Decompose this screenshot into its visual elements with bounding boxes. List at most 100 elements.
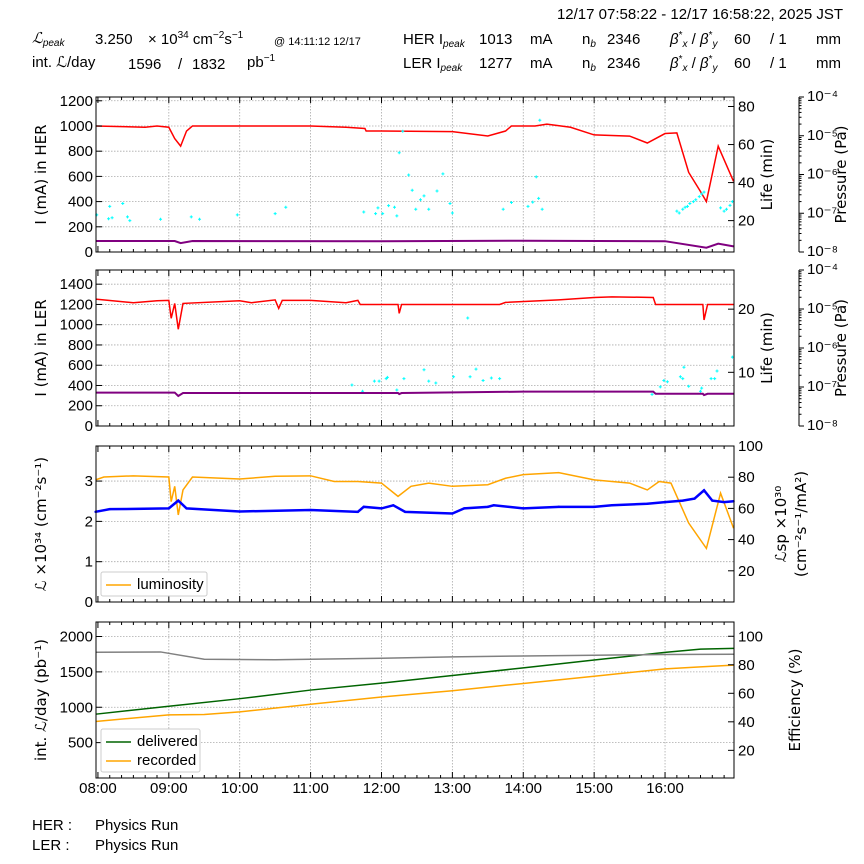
pressure-tick-label: 10⁻⁴	[807, 261, 838, 278]
her-life-point	[427, 207, 431, 211]
specific-luminosity-point	[451, 512, 454, 515]
her-life-point	[121, 202, 125, 206]
her-life-point	[107, 217, 111, 221]
y-tick-label: 600	[68, 357, 93, 374]
her-life-point	[284, 205, 288, 209]
y-axis-label: I (mA) in HER	[32, 124, 50, 224]
specific-luminosity-point	[681, 499, 684, 502]
her-life-point	[401, 129, 405, 133]
time-range: 12/17 07:58:22 - 12/17 16:58:22, 2025 JS…	[556, 6, 843, 23]
ring-beta-label: β*x / β*y	[670, 54, 718, 75]
ring-label: LER Ipeak	[403, 55, 462, 78]
y-tick-label: 1000	[60, 317, 93, 334]
pressure-tick-label: 10⁻⁵	[807, 300, 838, 317]
y-tick-label: 2000	[60, 629, 93, 646]
pressure-tick-label: 10⁻⁵	[807, 127, 838, 144]
ring-sub: peak	[440, 63, 463, 74]
specific-luminosity-point	[238, 510, 241, 513]
pressure-tick-label: 10⁻⁷	[807, 204, 837, 221]
y-tick-label: 200	[68, 398, 93, 415]
ring-current-unit: mA	[530, 55, 553, 72]
her-life-point	[125, 215, 129, 219]
her-life-point	[534, 175, 538, 179]
lpeak-unit-3: s	[224, 31, 232, 48]
y-right-tick-label: 60	[738, 137, 755, 154]
y-tick-label: 1	[85, 554, 93, 571]
ring-beta-unit: mm	[816, 31, 841, 48]
y-tick-label: 1400	[60, 276, 93, 293]
ler-status: Physics Run	[95, 837, 179, 854]
y-tick-label: 1200	[60, 93, 93, 110]
pressure-tick-label: 10⁻⁸	[807, 243, 838, 260]
y-tick-label: 2	[85, 513, 93, 530]
lpeak-unit-1: × 10	[148, 31, 178, 48]
specific-luminosity-point	[108, 507, 111, 511]
x-tick-label: 11:00	[292, 780, 328, 797]
y-axis-label: int. ℒ/day (pb⁻¹)	[32, 639, 50, 761]
lpeak-exp: 34	[177, 30, 189, 41]
her-life-point	[719, 206, 723, 210]
specific-luminosity-point	[185, 507, 188, 510]
her-life-point	[683, 205, 687, 209]
y-right-tick-label: 40	[738, 175, 755, 192]
panel-0	[95, 96, 804, 253]
panel-1	[95, 269, 804, 427]
lpeak-sub: peak	[42, 38, 65, 49]
int-label: int. ℒ/day	[32, 54, 96, 71]
her-life-point	[392, 205, 396, 209]
specific-luminosity-point	[380, 507, 383, 510]
plot-frame	[95, 269, 735, 427]
ler-life-point	[709, 377, 713, 381]
legend-label-recorded: recorded	[137, 752, 196, 769]
ring-current-unit: mA	[530, 31, 553, 48]
her-life-point	[526, 204, 530, 208]
ler-life-point	[350, 383, 354, 387]
her-life-point	[694, 198, 698, 202]
specific-luminosity-point	[403, 510, 407, 514]
her-life-point	[728, 203, 732, 207]
her-life-point	[387, 204, 391, 208]
her-life-point	[108, 204, 112, 208]
ler-life-point	[377, 379, 381, 383]
her-life-point	[418, 198, 422, 202]
ler-life-point	[700, 386, 704, 390]
y-right-axis-label: ℒsp ×10³⁰	[772, 486, 790, 563]
legend-box	[100, 571, 208, 597]
her-life-point	[688, 202, 692, 206]
ring-beta-label: β*x / β*y	[670, 30, 718, 51]
y-right-axis-label: Life (min)	[758, 139, 776, 211]
her-life-point	[450, 211, 454, 215]
nb-label: n	[582, 55, 591, 72]
y-right-axis-label: Efficiency (%)	[786, 649, 804, 752]
specific-luminosity-point	[722, 500, 726, 504]
beta-x: β	[670, 31, 679, 48]
ring-nb: 2346	[607, 31, 641, 48]
y-tick-label: 1000	[60, 699, 93, 716]
her-life-point	[531, 200, 535, 204]
ler-life-point	[468, 375, 472, 379]
her-life-point	[501, 207, 505, 211]
lpeak-time: @ 14:11:12 12/17	[274, 36, 361, 48]
ring-beta-x: 60	[734, 31, 751, 48]
x-tick-label: 14:00	[504, 780, 542, 797]
y-right-axis-label: Life (min)	[758, 312, 776, 384]
y-right-tick-label: 80	[738, 469, 755, 486]
y-tick-label: 800	[68, 337, 93, 354]
lpeak-exp2: −2	[212, 30, 225, 41]
ler-life-point	[713, 377, 717, 381]
her-life-point	[376, 206, 380, 210]
x-tick-label: 13:00	[434, 780, 472, 797]
ler-life-point	[466, 316, 470, 320]
specific-luminosity-point	[663, 500, 667, 504]
ler-life-point	[395, 388, 399, 392]
ring-beta-y: / 1	[770, 55, 787, 72]
lpeak-symbol: ℒ	[32, 30, 43, 47]
her-life-point	[362, 210, 366, 214]
her-life-point	[509, 201, 513, 205]
her-life-point	[235, 213, 239, 217]
ler-life-point	[489, 376, 493, 380]
ler-life-point	[715, 369, 719, 373]
int-unit: pb−1	[247, 54, 275, 72]
y-right-tick-label: 20	[738, 742, 755, 759]
int-delivered: 1832	[192, 56, 226, 73]
